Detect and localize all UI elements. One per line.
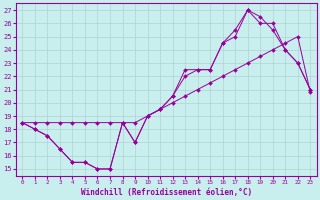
X-axis label: Windchill (Refroidissement éolien,°C): Windchill (Refroidissement éolien,°C) xyxy=(81,188,252,197)
